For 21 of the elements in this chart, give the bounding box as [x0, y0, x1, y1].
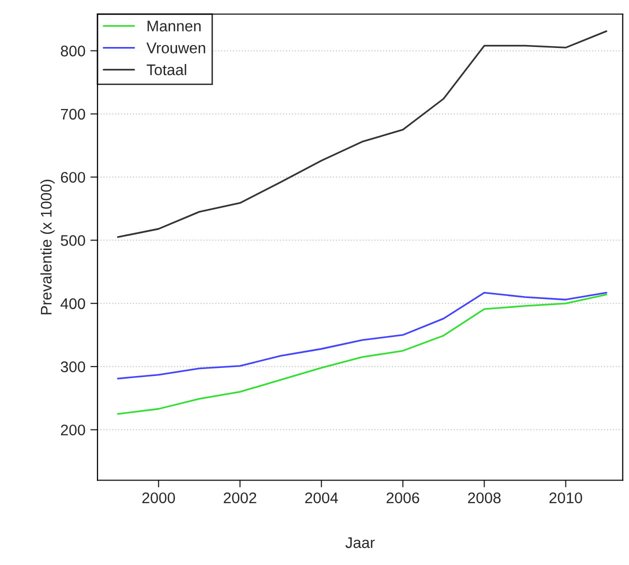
y-tick-label: 300 [60, 361, 86, 372]
x-tick-label: 2000 [142, 492, 175, 504]
y-tick-label: 200 [60, 424, 86, 436]
y-tick-label: 400 [60, 298, 86, 310]
x-tick-label: 2004 [305, 492, 338, 504]
x-tick-label: 2010 [549, 492, 582, 504]
y-tick-label: 800 [60, 46, 86, 56]
legend-label: Mannen [148, 20, 201, 32]
line-series [117, 292, 608, 380]
line-series [117, 30, 608, 238]
x-tick-label: 2006 [386, 492, 420, 504]
line-series [117, 294, 608, 415]
legend-label: Vrouwen [146, 42, 206, 54]
y-tick-label: 600 [60, 172, 86, 183]
y-axis-title: Prevalentie (x 1000) [40, 180, 55, 314]
y-tick-label: 700 [60, 108, 86, 120]
legend-label: Totaal [146, 64, 186, 76]
x-axis-title: Jaar [345, 537, 375, 548]
x-tick-label: 2002 [224, 492, 256, 504]
x-tick-label: 2008 [468, 492, 501, 504]
y-tick-label: 500 [60, 235, 86, 246]
